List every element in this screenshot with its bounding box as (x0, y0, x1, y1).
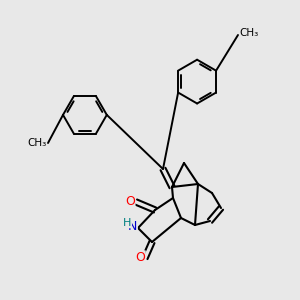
Text: H: H (123, 218, 131, 228)
Text: CH₃: CH₃ (239, 28, 259, 38)
Text: N: N (128, 220, 137, 233)
Text: O: O (125, 195, 135, 208)
Text: O: O (135, 251, 145, 264)
Text: CH₃: CH₃ (27, 138, 46, 148)
